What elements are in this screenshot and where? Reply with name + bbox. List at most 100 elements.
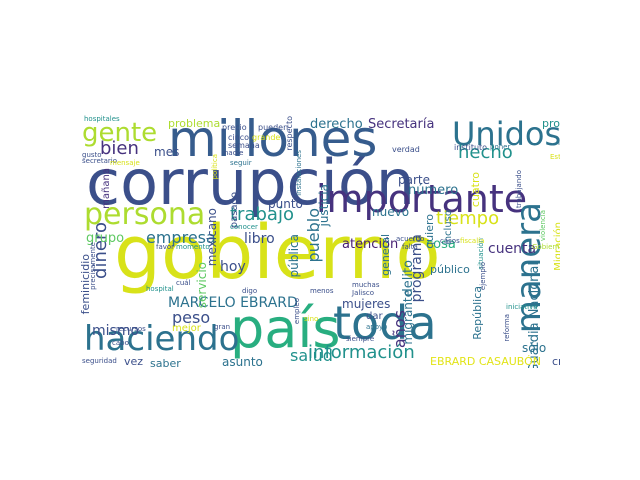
word: mujeres [342,297,391,311]
word: seguridad [82,357,117,365]
word: grupo [86,231,125,246]
word: mañana [101,168,112,209]
word-cloud: corrupción gobierno país toda millones i… [80,114,560,368]
word: información [308,342,415,363]
word: mejor [172,323,201,334]
word: Jalisco [352,289,375,297]
word: cuenta [488,241,537,257]
word: cosa [426,237,456,252]
word: libro [244,231,275,247]
word: hospital [146,285,174,293]
word: salud [290,346,333,365]
word: quiero [423,214,436,249]
word: parte [398,173,430,187]
word: proceso [542,117,560,130]
word: bien [100,138,139,159]
word: acuerdo [396,235,425,243]
word: peso [172,308,211,327]
word: mexicano [205,208,219,267]
word: toda [333,296,437,350]
word: empresa [146,228,216,247]
word: cinco [228,133,249,142]
word: vez [124,355,144,368]
word: trabajo [230,204,294,225]
word: gente [82,118,158,148]
word: conocer [230,223,258,231]
word: número [408,183,459,198]
word: casos [440,237,460,245]
word: hospitales [84,115,120,123]
word: trabajando [515,170,523,209]
word: momento [176,243,210,251]
word: persona [84,197,206,232]
word: importante [316,177,528,221]
word: hecho [458,142,513,163]
word: justicia [317,184,331,227]
word: iniciativa [506,303,538,311]
word: problema [168,117,221,130]
word: tiempo [436,208,500,229]
word: nuevo [372,205,410,219]
word: favor [156,243,175,251]
word: punto [268,197,303,211]
word: digo [242,287,258,295]
word: grande [252,133,281,142]
word: falta [402,243,418,251]
word: empleo [293,298,301,325]
word: recursos [116,325,146,333]
word: precio [222,123,247,132]
word: haciendo [84,319,240,359]
word: Gobierno [532,243,560,251]
word: mes [154,145,180,159]
word: mensaje [110,159,140,167]
word: precisamente [89,242,97,290]
word: servicio [195,262,209,309]
word: migrante [401,290,415,345]
word: fiscalía [460,237,485,245]
word: Secretaría [368,117,435,132]
word: Estado [550,153,560,161]
word: mismo [92,323,140,339]
word: hoy [220,259,246,275]
word: sino [304,315,319,323]
word: país [230,297,341,360]
word: reforma [503,314,511,342]
word: millones [168,114,378,168]
word: cuatro [469,172,482,208]
word: instituto [454,143,488,152]
word: Unidos [452,115,560,153]
word: verdad [392,145,420,154]
word: gobierno [114,210,441,296]
word: sólo [522,341,547,355]
word: ejemplo [479,262,487,291]
word: semana [228,141,260,150]
word: EBRARD CASAUBÓN [430,355,542,368]
word: violencia [539,210,547,242]
word: política [211,154,219,180]
word: general [379,234,392,276]
word: menos [310,287,334,295]
word: ir [558,139,560,147]
word: cabo [112,339,129,347]
word: nadie [224,149,244,157]
word: corrupción [86,146,416,219]
word: público [430,263,470,276]
word: pública [287,234,301,278]
word: saber [150,357,181,368]
word: apoyo [366,323,388,331]
word: muchas [352,281,380,289]
word: derecho [310,117,363,132]
word: instalaciones [295,150,303,196]
word: MARCELO EBRARD [168,295,298,311]
word: atención [342,237,399,252]
word: asunto [222,355,263,368]
word: respecto [285,116,294,151]
word: República [471,286,484,340]
word: siempre [346,335,375,343]
word: gran [214,323,231,331]
word: dar [366,311,383,322]
word: gusto [82,151,102,159]
word: creo [552,355,560,368]
word: secretario [82,157,117,165]
word: pueden [258,123,289,132]
